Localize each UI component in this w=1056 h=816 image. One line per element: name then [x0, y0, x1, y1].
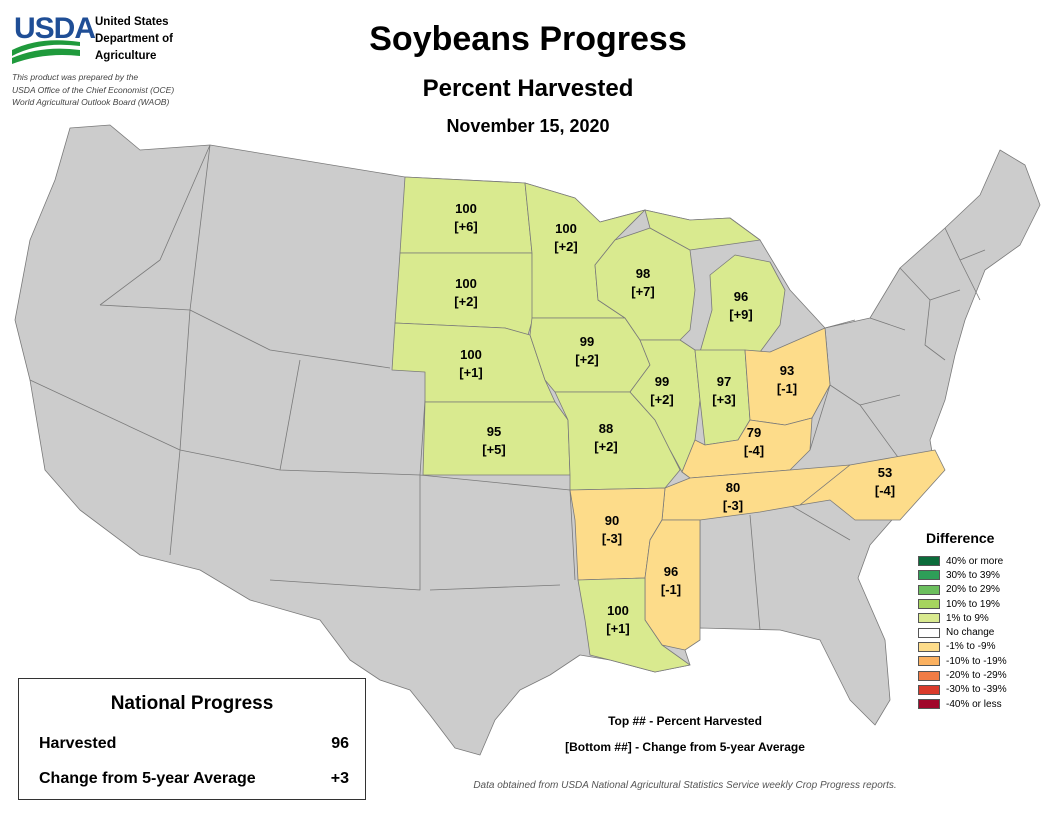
label-nebraska-change: [+1]: [459, 365, 482, 380]
label-louisiana-change: [+1]: [606, 621, 629, 636]
usda-logo-text: USDA: [14, 12, 96, 45]
legend-swatch: [918, 556, 940, 567]
state-michigan-up: [644, 209, 761, 251]
legend-title: Difference: [926, 530, 995, 546]
national-progress-box: National Progress Harvested 96 Change fr…: [18, 678, 366, 800]
legend-label: 20% to 29%: [946, 584, 1000, 596]
label-iowa-change: [+2]: [575, 352, 598, 367]
label-south-dakota-value: 100: [455, 276, 477, 291]
page-subtitle: Percent Harvested: [422, 75, 634, 102]
legend-swatch: [918, 699, 940, 710]
label-ohio-value: 93: [780, 363, 794, 378]
label-south-dakota-change: [+2]: [454, 294, 477, 309]
legend-label: 30% to 39%: [946, 569, 1000, 581]
report-date: November 15, 2020: [446, 116, 610, 136]
legend-label: -20% to -29%: [946, 670, 1007, 682]
agency-name: United States Department of Agriculture: [95, 16, 173, 62]
label-indiana-value: 97: [717, 374, 731, 389]
label-ohio-change: [-1]: [777, 381, 797, 396]
legend-item: -10% to -19%: [918, 654, 1048, 668]
label-illinois-value: 99: [655, 374, 669, 389]
label-tennessee-value: 80: [726, 480, 740, 495]
label-nebraska-value: 100: [460, 347, 482, 362]
legend-label: -30% to -39%: [946, 684, 1007, 696]
label-indiana-change: [+3]: [712, 392, 735, 407]
legend-label: -1% to -9%: [946, 641, 996, 653]
legend-label: No change: [946, 627, 995, 639]
legend-label: 1% to 9%: [946, 612, 989, 624]
legend-item: -40% or less: [918, 697, 1048, 711]
label-kentucky-value: 79: [747, 425, 761, 440]
label-minnesota-value: 100: [555, 221, 577, 236]
usda-logo: [12, 40, 80, 64]
label-kentucky-change: [-4]: [744, 443, 764, 458]
legend-item: -30% to -39%: [918, 683, 1048, 697]
change-label: Change from 5-year Average: [39, 770, 256, 787]
harvested-label: Harvested: [39, 735, 117, 752]
legend-item: -1% to -9%: [918, 640, 1048, 654]
harvested-row: Harvested 96: [39, 735, 349, 753]
label-kansas-change: [+5]: [482, 442, 505, 457]
label-iowa-value: 99: [580, 334, 594, 349]
label-north-carolina-change: [-4]: [875, 483, 895, 498]
legend-item: 1% to 9%: [918, 611, 1048, 625]
label-illinois-change: [+2]: [650, 392, 673, 407]
legend-item: 20% to 29%: [918, 583, 1048, 597]
national-progress-title: National Progress: [110, 693, 274, 714]
label-tennessee-change: [-3]: [723, 498, 743, 513]
state-labels: 100 [+6] 100 [+2] 100 [+2] 98 [+7] 96 [+…: [454, 201, 895, 636]
legend-item: 30% to 39%: [918, 568, 1048, 582]
label-mississippi-value: 96: [664, 564, 678, 579]
label-minnesota-change: [+2]: [554, 239, 577, 254]
label-wisconsin-change: [+7]: [631, 284, 654, 299]
legend-label: 40% or more: [946, 555, 1004, 567]
legend-swatch: [918, 627, 940, 638]
harvested-value: 96: [331, 735, 349, 752]
label-north-dakota-value: 100: [455, 201, 477, 216]
label-kansas-value: 95: [487, 424, 501, 439]
legend-item: 40% or more: [918, 554, 1048, 568]
legend-swatch: [918, 656, 940, 667]
legend-swatch: [918, 613, 940, 624]
key-bottom: [Bottom ##] - Change from 5-year Average: [565, 740, 805, 754]
change-row: Change from 5-year Average +3: [39, 770, 349, 788]
label-north-carolina-value: 53: [878, 465, 892, 480]
difference-legend: Difference 40% or more 30% to 39% 20% to 2…: [918, 530, 1048, 711]
key-top: Top ## - Percent Harvested: [608, 714, 762, 728]
label-arkansas-change: [-3]: [602, 531, 622, 546]
page-title: Soybeans Progress: [369, 20, 687, 58]
state-kentucky: [681, 417, 813, 479]
label-missouri-value: 88: [599, 421, 613, 436]
label-north-dakota-change: [+6]: [454, 219, 477, 234]
legend-label: -40% or less: [946, 698, 1002, 710]
legend-swatch: [918, 684, 940, 695]
label-key: Top ## - Percent Harvested [Bottom ##] -…: [520, 708, 850, 760]
legend-item: 10% to 19%: [918, 597, 1048, 611]
legend-swatch: [918, 641, 940, 652]
label-michigan-value: 96: [734, 289, 748, 304]
state-north-carolina: [799, 449, 946, 521]
label-wisconsin-value: 98: [636, 266, 650, 281]
legend-label: -10% to -19%: [946, 655, 1007, 667]
label-michigan-change: [+9]: [729, 307, 752, 322]
change-value: +3: [330, 770, 349, 787]
legend-item: -20% to -29%: [918, 668, 1048, 682]
legend-label: 10% to 19%: [946, 598, 1000, 610]
label-missouri-change: [+2]: [594, 439, 617, 454]
legend-swatch: [918, 584, 940, 595]
legend-swatch: [918, 599, 940, 610]
source-note: Data obtained from USDA National Agricul…: [473, 780, 897, 791]
legend-swatch: [918, 670, 940, 681]
legend-item: No change: [918, 625, 1048, 639]
label-mississippi-change: [-1]: [661, 582, 681, 597]
disclaimer: This product was prepared by the USDA Of…: [12, 72, 175, 107]
label-louisiana-value: 100: [607, 603, 629, 618]
legend-swatch: [918, 570, 940, 581]
state-louisiana: [577, 577, 691, 673]
label-arkansas-value: 90: [605, 513, 619, 528]
